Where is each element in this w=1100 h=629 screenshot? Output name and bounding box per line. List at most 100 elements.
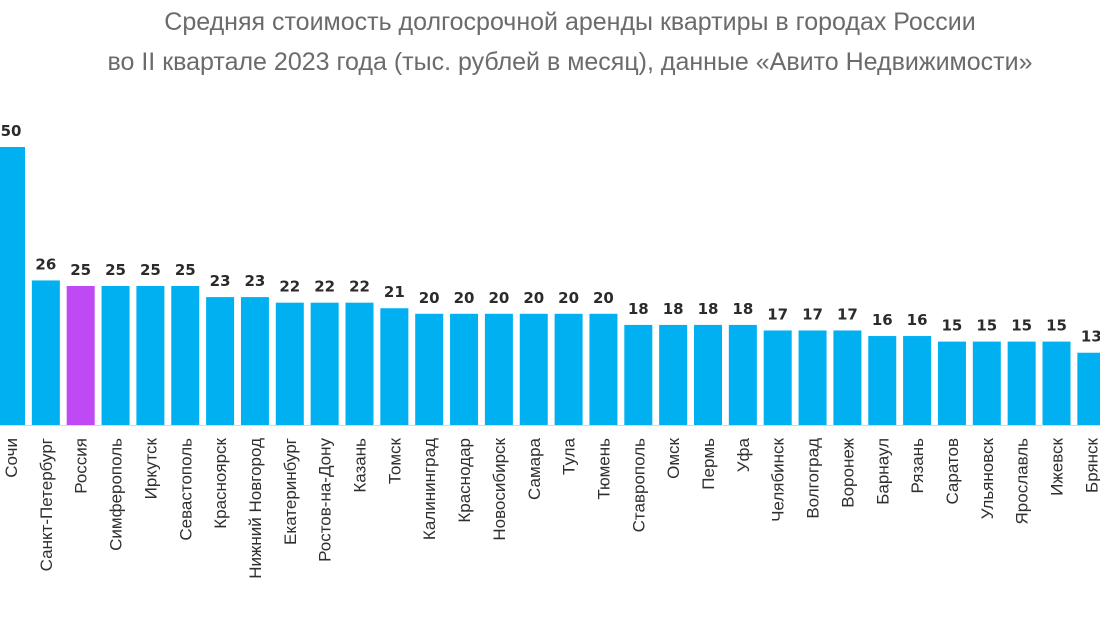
category-label-22: Уфа	[734, 437, 753, 472]
bar-19	[624, 324, 653, 425]
bar-12	[380, 308, 409, 425]
category-label-26: Барнаул	[873, 438, 892, 505]
chart-title-line-2: во II квартале 2023 года (тыс. рублей в …	[108, 48, 1033, 76]
value-label-12: 21	[384, 283, 405, 301]
value-label-24: 17	[802, 305, 823, 323]
category-label-17: Тула	[560, 437, 579, 474]
category-label-12: Томск	[385, 437, 404, 484]
category-label-21: Пермь	[699, 438, 718, 490]
bar-7	[206, 297, 235, 425]
value-label-15: 20	[488, 289, 509, 307]
category-label-20: Омск	[664, 437, 683, 478]
bar-22	[728, 324, 757, 425]
category-label-7: Красноярск	[211, 437, 230, 528]
category-label-18: Тюмень	[594, 438, 613, 500]
category-label-23: Челябинск	[769, 437, 788, 521]
category-label-14: Краснодар	[455, 438, 474, 523]
category-label-6: Севастополь	[176, 438, 195, 541]
value-label-14: 20	[454, 289, 475, 307]
value-label-1: 50	[1, 122, 22, 140]
value-label-17: 20	[558, 289, 579, 307]
value-label-22: 18	[732, 300, 753, 318]
bar-5	[136, 286, 165, 425]
category-label-29: Ульяновск	[978, 437, 997, 519]
bar-2	[31, 280, 60, 425]
bar-24	[798, 330, 827, 425]
bar-10	[310, 302, 339, 425]
category-label-10: Ростов-на-Дону	[316, 438, 335, 562]
value-label-2: 26	[35, 255, 56, 273]
category-label-15: Новосибирск	[490, 437, 509, 540]
bar-8	[240, 297, 269, 425]
bar-3	[66, 286, 95, 425]
value-label-21: 18	[698, 300, 719, 318]
bar-21	[694, 324, 722, 425]
value-label-26: 16	[872, 311, 893, 329]
category-label-28: Саратов	[943, 438, 962, 505]
value-label-32: 13	[1081, 328, 1100, 346]
bar-14	[450, 313, 479, 425]
bar-17	[554, 313, 583, 425]
category-label-1: Сочи	[2, 438, 21, 478]
bar-16	[519, 313, 548, 425]
category-label-32: Брянск	[1082, 437, 1100, 493]
value-label-30: 15	[1011, 317, 1032, 335]
value-label-25: 17	[837, 305, 858, 323]
bar-30	[1007, 341, 1036, 425]
category-label-4: Симферополь	[107, 438, 126, 551]
category-label-13: Калининград	[420, 438, 439, 540]
value-label-9: 22	[279, 278, 300, 296]
chart-title-line-1: Средняя стоимость долгосрочной аренды кв…	[164, 8, 975, 36]
value-labels-group: 50 26 25 25 25 25 23 23 22 22 22 21 20 20 20 20 20 20 18 18…	[1, 122, 1100, 346]
bar-31	[1042, 341, 1071, 425]
bar-6	[171, 286, 200, 425]
category-label-11: Казань	[351, 438, 370, 493]
value-label-7: 23	[210, 272, 231, 290]
bar-29	[972, 341, 1001, 425]
category-label-5: Иркутск	[141, 437, 160, 499]
value-label-18: 20	[593, 289, 614, 307]
category-labels-group: Сочи Санкт-Петербург Россия Симферополь Ирку…	[2, 437, 1100, 578]
value-label-11: 22	[349, 278, 370, 296]
bar-18	[589, 313, 618, 425]
bar-25	[833, 330, 862, 425]
category-label-9: Екатеринбург	[281, 438, 300, 545]
value-label-23: 17	[767, 305, 788, 323]
bar-26	[868, 336, 897, 425]
value-label-3: 25	[70, 261, 91, 279]
chart-title: Средняя стоимость долгосрочной аренды кв…	[108, 8, 1033, 76]
value-label-29: 15	[976, 317, 997, 335]
category-label-25: Воронеж	[838, 437, 857, 507]
value-label-28: 15	[942, 317, 963, 335]
bar-13	[415, 313, 444, 425]
bar-11	[345, 302, 374, 425]
value-label-19: 18	[628, 300, 649, 318]
value-label-10: 22	[314, 278, 335, 296]
bars-group	[0, 147, 1100, 425]
bar-1	[0, 147, 25, 425]
bar-20	[659, 324, 688, 425]
value-label-16: 20	[523, 289, 544, 307]
value-label-20: 18	[663, 300, 684, 318]
category-label-2: Санкт-Петербург	[37, 438, 56, 571]
value-label-31: 15	[1046, 317, 1067, 335]
category-label-16: Самара	[525, 437, 544, 500]
value-label-5: 25	[140, 261, 161, 279]
category-label-24: Волгоград	[804, 438, 823, 519]
category-label-3: Россия	[72, 438, 91, 494]
bar-27	[903, 336, 932, 425]
bar-32	[1077, 352, 1100, 425]
value-label-27: 16	[907, 311, 928, 329]
bar-9	[275, 302, 304, 425]
category-label-31: Ижевск	[1048, 437, 1067, 495]
value-label-8: 23	[245, 272, 266, 290]
category-label-27: Рязань	[908, 438, 927, 494]
category-label-19: Ставрополь	[629, 438, 648, 532]
bar-15	[484, 313, 513, 425]
bar-28	[937, 341, 966, 425]
value-label-13: 20	[419, 289, 440, 307]
category-label-30: Ярославль	[1013, 438, 1032, 525]
bar-23	[763, 330, 792, 425]
value-label-4: 25	[105, 261, 126, 279]
